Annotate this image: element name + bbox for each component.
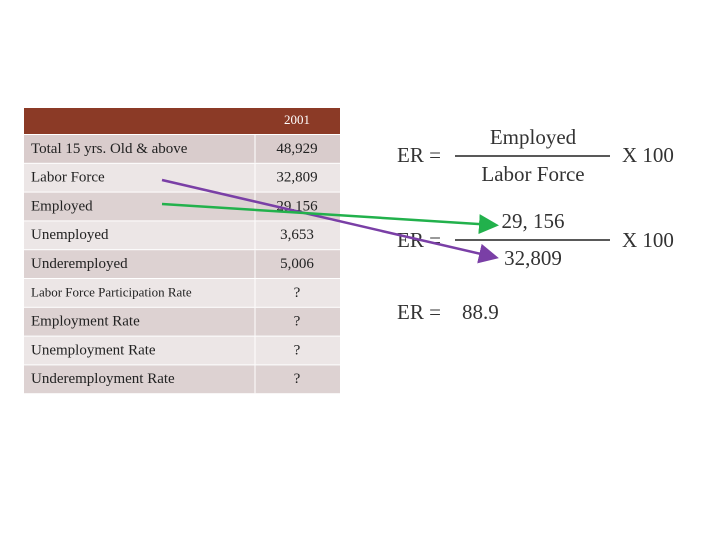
formula-2: ER = 29, 156 32,809 X 100 bbox=[397, 209, 674, 270]
table-row: Underemployed 5,006 bbox=[24, 250, 340, 278]
denominator: 32,809 bbox=[504, 246, 562, 270]
row-background bbox=[24, 163, 340, 192]
table-row: Unemployment Rate? bbox=[24, 336, 340, 365]
numerator: 29, 156 bbox=[502, 209, 565, 233]
multiplier: X 100 bbox=[622, 143, 674, 167]
data-table: 2001 Total 15 yrs. Old & above 48,929 Labo… bbox=[24, 108, 340, 394]
row-label: Underemployed bbox=[31, 256, 128, 272]
table-row: Labor Force 32,809 bbox=[24, 163, 340, 192]
row-label: Employment Rate bbox=[31, 314, 140, 330]
result: ER = 88.9 bbox=[397, 300, 499, 324]
row-value: 48,929 bbox=[276, 141, 317, 157]
multiplier: X 100 bbox=[622, 228, 674, 252]
formula-1: ER = Employed Labor Force X 100 bbox=[397, 125, 674, 186]
row-background bbox=[24, 221, 340, 250]
row-value: 5,006 bbox=[280, 256, 314, 272]
row-label: Unemployment Rate bbox=[31, 342, 156, 358]
arrow-labor-force bbox=[161, 178, 499, 264]
row-value: ? bbox=[294, 314, 301, 330]
row-value: ? bbox=[294, 342, 301, 358]
row-value: ? bbox=[294, 285, 301, 301]
row-background bbox=[24, 307, 340, 336]
header-row bbox=[24, 108, 340, 134]
row-label: Total 15 yrs. Old & above bbox=[31, 141, 188, 157]
row-value: ? bbox=[294, 371, 301, 387]
table-row: Labor Force Participation Rate? bbox=[24, 279, 340, 307]
row-label: Labor Force bbox=[31, 170, 105, 186]
header-year: 2001 bbox=[284, 112, 310, 127]
row-label: Underemployment Rate bbox=[31, 371, 175, 387]
table-row: Underemployment Rate? bbox=[24, 365, 340, 394]
table-row: Employment Rate? bbox=[24, 307, 340, 336]
row-background bbox=[24, 250, 340, 278]
row-value: 29,156 bbox=[276, 198, 318, 214]
row-label: Unemployed bbox=[31, 227, 109, 243]
row-background bbox=[24, 336, 340, 365]
row-value: 32,809 bbox=[276, 170, 317, 186]
table-row: Total 15 yrs. Old & above 48,929 bbox=[24, 135, 340, 163]
formula-lhs: ER = bbox=[397, 143, 441, 167]
table-row: Unemployed 3,653 bbox=[24, 221, 340, 250]
row-background bbox=[24, 135, 340, 163]
row-value: 3,653 bbox=[280, 227, 314, 243]
numerator: Employed bbox=[490, 125, 577, 149]
result-value: 88.9 bbox=[462, 300, 499, 324]
result-lhs: ER = bbox=[397, 300, 441, 324]
row-label: Employed bbox=[31, 198, 93, 214]
row-background bbox=[24, 365, 340, 394]
arrow-employed bbox=[161, 202, 499, 235]
denominator: Labor Force bbox=[481, 162, 584, 186]
row-background bbox=[24, 279, 340, 307]
row-label: Labor Force Participation Rate bbox=[31, 284, 192, 299]
